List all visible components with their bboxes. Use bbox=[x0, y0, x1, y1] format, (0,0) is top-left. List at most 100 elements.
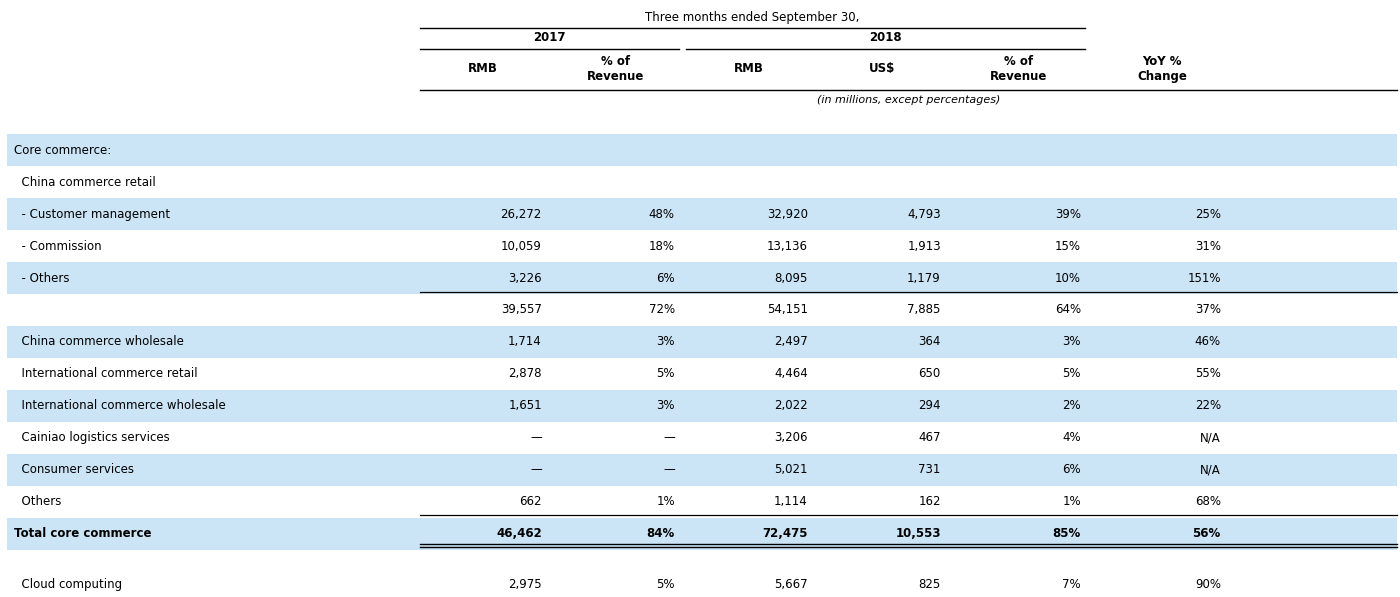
Text: 10%: 10% bbox=[1054, 272, 1081, 285]
Bar bbox=[7, 454, 1397, 485]
Text: 22%: 22% bbox=[1194, 399, 1221, 413]
Bar bbox=[7, 358, 1397, 390]
Text: 25%: 25% bbox=[1194, 208, 1221, 221]
Text: 3%: 3% bbox=[1063, 336, 1081, 349]
Text: 3%: 3% bbox=[657, 336, 675, 349]
Text: 731: 731 bbox=[918, 463, 941, 476]
Text: 3,206: 3,206 bbox=[774, 431, 808, 444]
Text: RMB: RMB bbox=[734, 62, 764, 75]
Text: 162: 162 bbox=[918, 495, 941, 508]
Text: 5%: 5% bbox=[657, 367, 675, 380]
Text: 5,021: 5,021 bbox=[774, 463, 808, 476]
Text: 1,651: 1,651 bbox=[508, 399, 542, 413]
Text: 46%: 46% bbox=[1194, 336, 1221, 349]
Text: 15%: 15% bbox=[1054, 239, 1081, 253]
Text: 1%: 1% bbox=[657, 495, 675, 508]
Text: 18%: 18% bbox=[648, 239, 675, 253]
Bar bbox=[7, 198, 1397, 230]
Bar bbox=[7, 166, 1397, 198]
Text: 1,114: 1,114 bbox=[774, 495, 808, 508]
Text: 6%: 6% bbox=[1063, 463, 1081, 476]
Text: 2018: 2018 bbox=[869, 31, 902, 44]
Bar bbox=[7, 549, 1397, 569]
Text: 37%: 37% bbox=[1194, 303, 1221, 316]
Text: YoY %
Change: YoY % Change bbox=[1137, 55, 1187, 82]
Text: 5,667: 5,667 bbox=[774, 578, 808, 591]
Text: 825: 825 bbox=[918, 578, 941, 591]
Text: % of
Revenue: % of Revenue bbox=[990, 55, 1047, 82]
Text: —: — bbox=[664, 463, 675, 476]
Text: - Customer management: - Customer management bbox=[14, 208, 171, 221]
Text: 364: 364 bbox=[918, 336, 941, 349]
Text: 1,913: 1,913 bbox=[907, 239, 941, 253]
Text: 1%: 1% bbox=[1063, 495, 1081, 508]
Text: 3%: 3% bbox=[657, 399, 675, 413]
Bar bbox=[7, 262, 1397, 294]
Bar bbox=[7, 421, 1397, 454]
Text: 64%: 64% bbox=[1054, 303, 1081, 316]
Text: 2,878: 2,878 bbox=[508, 367, 542, 380]
Bar bbox=[7, 485, 1397, 518]
Text: 10,059: 10,059 bbox=[501, 239, 542, 253]
Text: 2,022: 2,022 bbox=[774, 399, 808, 413]
Text: 6%: 6% bbox=[657, 272, 675, 285]
Text: 48%: 48% bbox=[648, 208, 675, 221]
Text: 4,464: 4,464 bbox=[774, 367, 808, 380]
Text: 1,714: 1,714 bbox=[508, 336, 542, 349]
Text: 5%: 5% bbox=[1063, 367, 1081, 380]
Text: Consumer services: Consumer services bbox=[14, 463, 134, 476]
Text: 662: 662 bbox=[519, 495, 542, 508]
Text: 4%: 4% bbox=[1063, 431, 1081, 444]
Text: 467: 467 bbox=[918, 431, 941, 444]
Text: 72%: 72% bbox=[648, 303, 675, 316]
Text: 68%: 68% bbox=[1194, 495, 1221, 508]
Text: China commerce retail: China commerce retail bbox=[14, 176, 155, 189]
Text: Cloud computing: Cloud computing bbox=[14, 578, 122, 591]
Bar bbox=[7, 518, 1397, 549]
Text: Core commerce:: Core commerce: bbox=[14, 144, 111, 157]
Text: 1,179: 1,179 bbox=[907, 272, 941, 285]
Text: 7,885: 7,885 bbox=[907, 303, 941, 316]
Text: 32,920: 32,920 bbox=[767, 208, 808, 221]
Text: 294: 294 bbox=[918, 399, 941, 413]
Text: 7%: 7% bbox=[1063, 578, 1081, 591]
Text: 46,462: 46,462 bbox=[496, 527, 542, 540]
Text: 5%: 5% bbox=[657, 578, 675, 591]
Text: Total core commerce: Total core commerce bbox=[14, 527, 151, 540]
Text: 4,793: 4,793 bbox=[907, 208, 941, 221]
Text: 84%: 84% bbox=[647, 527, 675, 540]
Text: 85%: 85% bbox=[1053, 527, 1081, 540]
Text: 26,272: 26,272 bbox=[501, 208, 542, 221]
Bar bbox=[7, 326, 1397, 358]
Text: 2,497: 2,497 bbox=[774, 336, 808, 349]
Text: International commerce retail: International commerce retail bbox=[14, 367, 197, 380]
Bar bbox=[7, 569, 1397, 597]
Text: % of
Revenue: % of Revenue bbox=[588, 55, 644, 82]
Text: 151%: 151% bbox=[1187, 272, 1221, 285]
Text: 650: 650 bbox=[918, 367, 941, 380]
Text: - Commission: - Commission bbox=[14, 239, 102, 253]
Text: 13,136: 13,136 bbox=[767, 239, 808, 253]
Text: 2,975: 2,975 bbox=[508, 578, 542, 591]
Text: N/A: N/A bbox=[1200, 431, 1221, 444]
Text: (in millions, except percentages): (in millions, except percentages) bbox=[818, 96, 1000, 105]
Text: International commerce wholesale: International commerce wholesale bbox=[14, 399, 225, 413]
Text: —: — bbox=[531, 463, 542, 476]
Text: 39%: 39% bbox=[1054, 208, 1081, 221]
Text: Three months ended September 30,: Three months ended September 30, bbox=[645, 11, 860, 24]
Bar bbox=[7, 9, 1397, 134]
Text: 8,095: 8,095 bbox=[774, 272, 808, 285]
Text: 56%: 56% bbox=[1193, 527, 1221, 540]
Bar bbox=[7, 134, 1397, 166]
Text: China commerce wholesale: China commerce wholesale bbox=[14, 336, 183, 349]
Text: 54,151: 54,151 bbox=[767, 303, 808, 316]
Text: 3,226: 3,226 bbox=[508, 272, 542, 285]
Bar bbox=[7, 294, 1397, 326]
Text: Others: Others bbox=[14, 495, 62, 508]
Text: 31%: 31% bbox=[1194, 239, 1221, 253]
Text: 39,557: 39,557 bbox=[501, 303, 542, 316]
Text: 72,475: 72,475 bbox=[762, 527, 808, 540]
Text: —: — bbox=[531, 431, 542, 444]
Text: N/A: N/A bbox=[1200, 463, 1221, 476]
Text: 2017: 2017 bbox=[533, 31, 566, 44]
